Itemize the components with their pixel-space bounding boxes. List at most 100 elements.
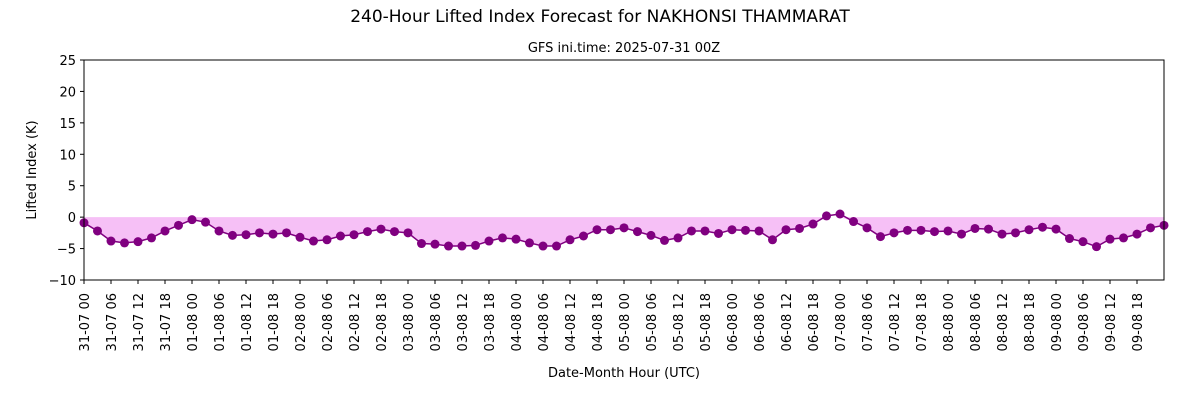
data-point [241, 230, 251, 240]
data-point [147, 233, 156, 243]
data-point [700, 226, 710, 236]
x-tick-label: 02-08 18 [375, 293, 390, 351]
x-tick-label: 31-07 00 [78, 293, 93, 351]
x-tick-label: 07-08 00 [834, 293, 849, 351]
x-tick-label: 05-08 18 [699, 293, 714, 351]
data-point [1119, 233, 1128, 243]
data-point [727, 225, 737, 235]
data-point [903, 225, 912, 235]
x-tick-label: 08-08 06 [969, 293, 984, 351]
data-point [862, 223, 872, 233]
data-point [849, 217, 858, 227]
x-tick-label: 05-08 12 [672, 293, 687, 351]
chart-subtitle: GFS ini.time: 2025-07-31 00Z [528, 41, 720, 56]
y-tick-label: 20 [59, 85, 76, 100]
data-point [363, 227, 372, 237]
data-point [606, 225, 615, 235]
data-point [471, 240, 480, 250]
y-tick-label: 25 [59, 54, 76, 69]
x-tick-label: 09-08 06 [1077, 293, 1092, 351]
data-point [336, 231, 345, 241]
data-point [309, 236, 318, 246]
data-point [592, 225, 602, 235]
x-tick-label: 07-08 06 [861, 293, 876, 351]
x-tick-label: 01-08 06 [213, 293, 228, 351]
data-point [1011, 228, 1020, 238]
x-axis-label: Date-Month Hour (UTC) [548, 366, 700, 381]
x-tick-label: 09-08 12 [1104, 293, 1119, 351]
x-tick-label: 04-08 00 [510, 293, 525, 351]
data-point [430, 239, 440, 249]
data-point [214, 226, 224, 236]
data-point [835, 209, 845, 219]
y-tick-label: 15 [59, 117, 76, 132]
data-point [1078, 237, 1088, 247]
data-point [322, 235, 332, 245]
data-point [376, 224, 386, 234]
data-point [1146, 223, 1155, 233]
data-point [943, 226, 953, 236]
data-point [997, 229, 1007, 239]
data-point [349, 230, 359, 240]
x-tick-label: 05-08 06 [645, 293, 660, 351]
negative-fill-area [84, 217, 1164, 247]
y-axis-label: Lifted Index (K) [25, 120, 40, 219]
x-tick-label: 04-08 12 [564, 293, 579, 351]
x-tick-label: 07-08 18 [915, 293, 930, 351]
y-tick-label: −5 [57, 243, 76, 258]
data-point [1132, 229, 1142, 239]
x-tick-label: 03-08 00 [402, 293, 417, 351]
data-point [552, 241, 561, 251]
x-tick-label: 06-08 12 [780, 293, 795, 351]
data-point [660, 235, 669, 245]
x-tick-label: 31-07 18 [159, 293, 174, 351]
data-point [174, 220, 183, 230]
data-point [822, 211, 831, 221]
data-point [295, 232, 305, 242]
data-point [525, 238, 534, 248]
data-point [444, 241, 453, 251]
x-tick-label: 06-08 00 [726, 293, 741, 351]
data-point [457, 241, 467, 251]
data-point [403, 228, 413, 238]
data-point [646, 230, 656, 240]
data-point [633, 227, 642, 237]
data-point [1051, 224, 1061, 234]
data-point [579, 231, 588, 241]
x-tick-label: 01-08 18 [267, 293, 282, 351]
x-tick-label: 02-08 06 [321, 293, 336, 351]
data-point [228, 230, 237, 240]
x-tick-label: 31-07 12 [132, 293, 147, 351]
data-point [687, 226, 696, 236]
below-zero-fill [84, 217, 1164, 247]
data-point [1092, 242, 1101, 252]
data-point [808, 219, 818, 229]
data-point [201, 217, 210, 227]
data-point [714, 228, 723, 238]
data-point [93, 226, 102, 236]
y-axis: −10 −5 0 5 10 15 20 25 [49, 54, 84, 289]
x-tick-label: 03-08 12 [456, 293, 471, 351]
data-point [781, 225, 791, 235]
data-point [282, 228, 291, 238]
data-point [390, 227, 399, 237]
data-point [619, 223, 629, 233]
data-point [498, 233, 507, 243]
data-point [876, 232, 885, 242]
y-tick-label: 10 [59, 148, 76, 163]
x-tick-label: 08-08 12 [996, 293, 1011, 351]
data-point [889, 228, 899, 238]
data-point [160, 226, 170, 236]
data-point [768, 235, 777, 245]
x-tick-label: 31-07 06 [105, 293, 120, 351]
data-point [565, 235, 575, 245]
x-tick-label: 09-08 18 [1131, 293, 1146, 351]
y-tick-label: −10 [49, 274, 76, 289]
x-tick-label: 01-08 00 [186, 293, 201, 351]
data-point [106, 236, 116, 246]
data-point [795, 223, 804, 233]
data-point [970, 223, 980, 233]
x-tick-label: 06-08 06 [753, 293, 768, 351]
x-tick-label: 04-08 06 [537, 293, 552, 351]
